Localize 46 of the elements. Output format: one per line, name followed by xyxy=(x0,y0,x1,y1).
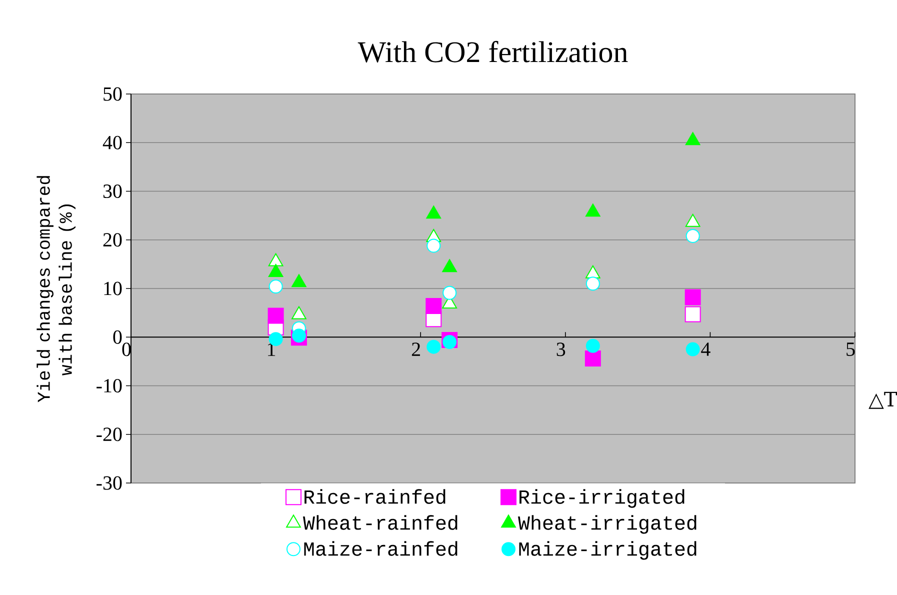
point xyxy=(586,338,600,353)
point xyxy=(585,265,600,278)
point xyxy=(685,132,700,146)
legend-label: Wheat-rainfed xyxy=(302,515,458,530)
y-tick-label: 0 xyxy=(113,330,122,344)
x-axis-title: △T xyxy=(868,392,897,409)
point xyxy=(586,276,600,291)
point xyxy=(685,214,700,227)
y-tick-label: -20 xyxy=(96,428,122,442)
y-tick-label: 10 xyxy=(104,282,122,296)
y-axis-title: Yield changes compared with baseline (%) xyxy=(36,176,76,402)
x-tick-label: 2 xyxy=(412,342,420,356)
point xyxy=(442,286,457,300)
y-tick-label: -10 xyxy=(96,379,122,393)
legend-label: Maize-irrigated xyxy=(519,541,696,560)
point xyxy=(584,350,601,367)
point xyxy=(426,206,442,219)
point xyxy=(268,280,283,294)
point xyxy=(684,306,701,322)
legend-label: Rice-rainfed xyxy=(304,489,446,504)
point xyxy=(686,228,700,243)
point xyxy=(426,340,441,354)
point xyxy=(292,328,306,343)
y-tick-label: 20 xyxy=(103,233,122,247)
point xyxy=(268,308,284,324)
y-tick-label: 40 xyxy=(102,136,122,150)
legend-label: Wheat-irrigated xyxy=(518,515,696,534)
point xyxy=(686,342,700,356)
x-tick-label: 3 xyxy=(556,342,566,356)
point xyxy=(442,259,457,272)
legend-label: Rice-irrigated xyxy=(520,489,684,508)
y-tick-label: 50 xyxy=(104,87,122,101)
chart-title: With CO2 fertilization xyxy=(358,40,628,62)
point xyxy=(426,298,442,314)
x-tick-label: 0 xyxy=(122,342,131,356)
point xyxy=(426,238,441,253)
point xyxy=(268,253,284,266)
legend-label: Maize-rainfed xyxy=(304,541,458,556)
x-tick-label: 5 xyxy=(846,342,855,356)
y-tick-label: -30 xyxy=(96,476,122,490)
y-tick-label: 30 xyxy=(103,184,122,198)
point xyxy=(268,264,284,277)
point xyxy=(292,274,306,288)
point xyxy=(585,204,600,217)
x-tick-label: 4 xyxy=(701,342,710,356)
point xyxy=(684,289,701,306)
